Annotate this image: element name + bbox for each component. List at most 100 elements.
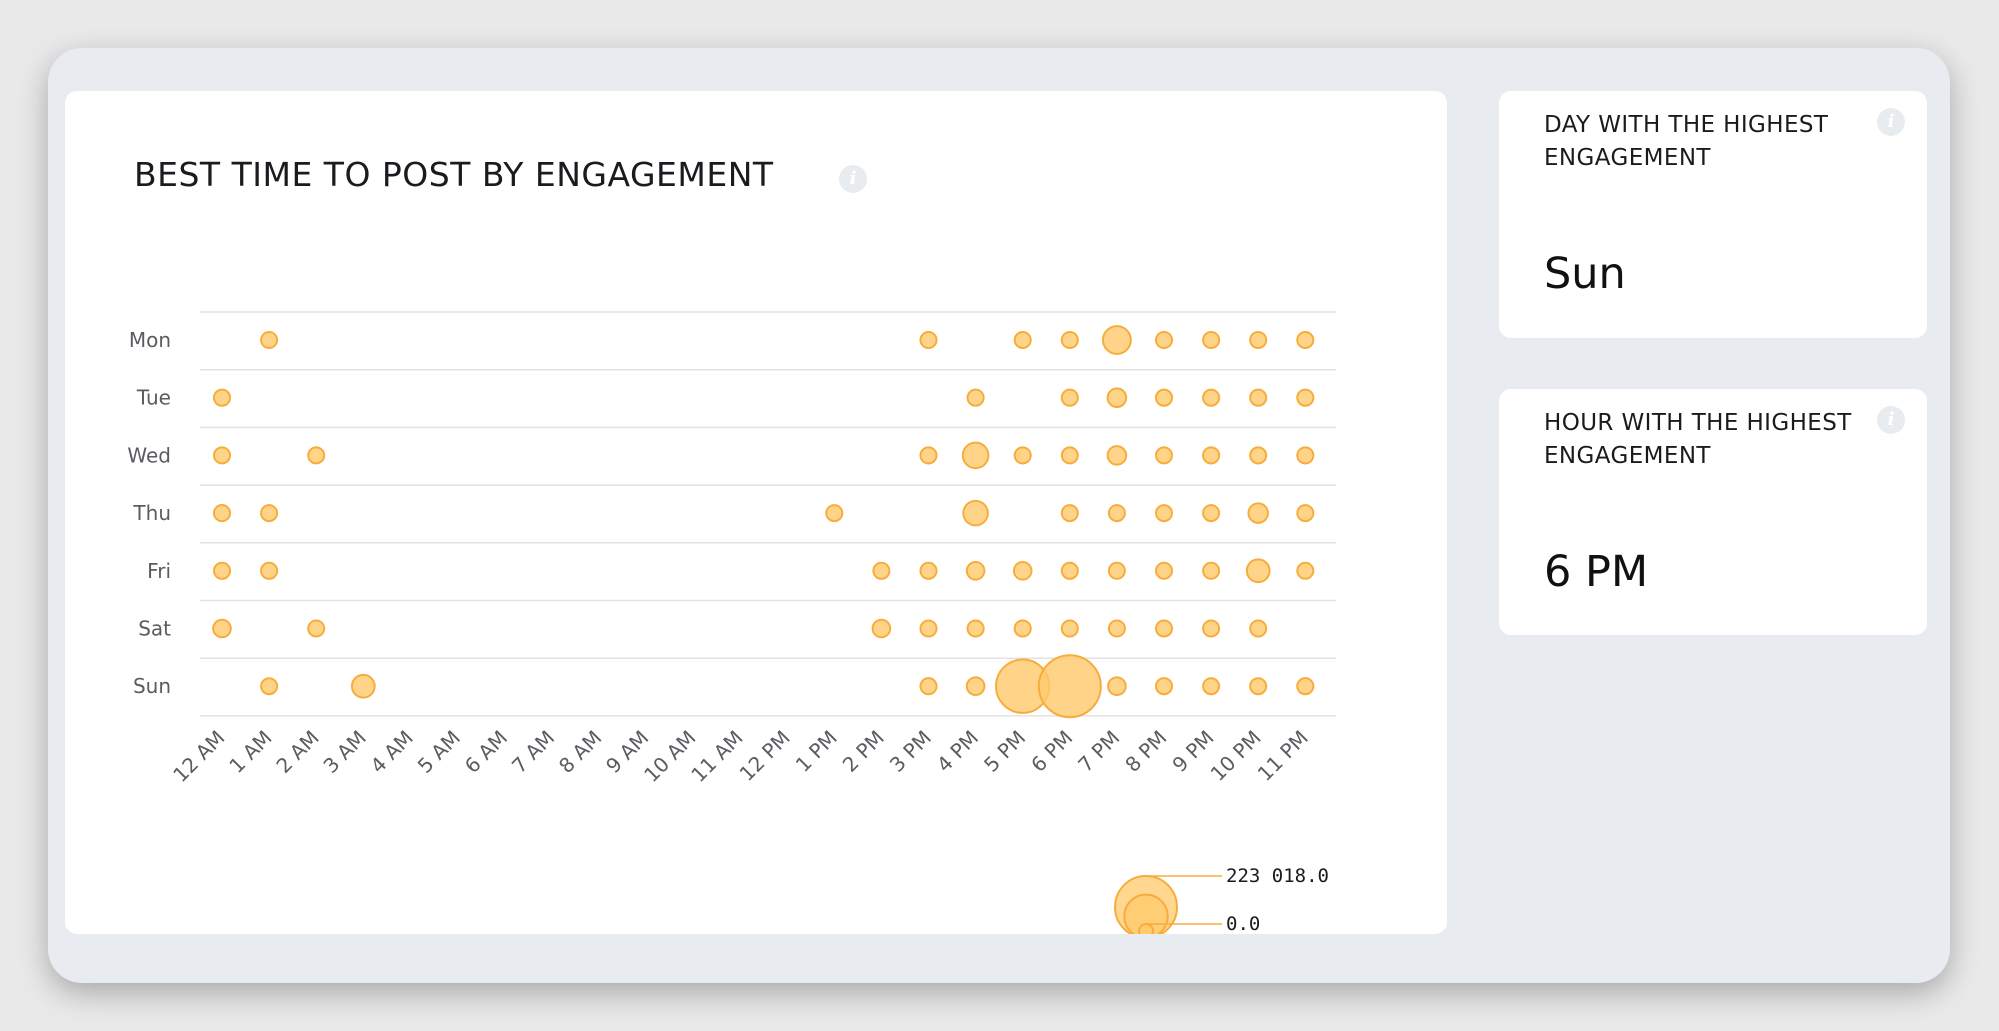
bubble-point [212,388,232,407]
bubble-point [919,446,938,465]
bubble-point [260,504,279,523]
bubble-point [919,330,938,350]
bubble-point [1249,677,1268,696]
x-tick-label: 10 PM [1206,726,1266,786]
bubble-point [1155,619,1173,638]
x-tick-label: 5 PM [979,726,1030,777]
bubble-point [212,618,232,639]
info-icon[interactable]: i [839,165,867,193]
bubble-point [1107,619,1126,638]
x-tick-label: 1 AM [224,726,276,778]
x-tick-label: 8 PM [1120,726,1171,777]
bubble-point [872,561,891,580]
bubble-point [1101,325,1132,355]
bubble-point [1202,619,1221,638]
x-tick-label: 2 AM [271,726,323,778]
bubble-point [966,388,985,407]
info-icon[interactable]: i [1877,108,1905,136]
bubble-point [1296,504,1315,523]
bubble-point [1060,446,1079,465]
bubble-point [1154,677,1174,696]
x-tick-label: 4 AM [366,726,418,778]
bubble-point [1296,677,1315,696]
bubble-point [1013,619,1032,638]
y-tick-label: Fri [147,559,171,583]
chart-card: BEST TIME TO POST BY ENGAGEMENT i Mon Tue… [65,91,1447,934]
bubble-point [1202,504,1221,523]
bubble-point [1154,388,1174,407]
bubble-point [1154,330,1174,350]
bubble-point [1013,446,1032,465]
bubble-point [1107,561,1126,580]
bubble-point [1060,330,1079,350]
bubble-point [1106,445,1128,466]
bubble-point [1060,388,1079,407]
bubble-point [1037,654,1102,719]
x-tick-label: 8 AM [554,726,606,778]
bubble-point [1012,560,1033,581]
y-tick-label: Tue [136,386,171,410]
bubble-point [260,331,279,349]
bubble-point [1107,676,1127,697]
y-tick-label: Sat [138,617,171,641]
x-tick-label: 12 PM [735,726,795,786]
x-tick-label: 6 PM [1026,726,1077,777]
stat-card-day: DAY WITH THE HIGHEST ENGAGEMENT i Sun [1499,91,1927,338]
x-tick-label: 4 PM [932,726,983,777]
bubble-point [1107,504,1126,523]
bubble-point [1249,619,1268,638]
bubble-point [1106,387,1128,408]
y-tick-label: Wed [127,443,171,467]
size-legend-min-label: 0.0 [1226,913,1260,934]
bubble-point [260,561,279,580]
stat-value-hour: 6 PM [1544,547,1649,597]
bubble-point [1247,502,1269,524]
bubble-point [965,560,986,581]
stat-label-hour: HOUR WITH THE HIGHEST ENGAGEMENT [1544,410,1852,469]
bubble-point [965,676,986,697]
x-tick-label: 5 AM [413,726,465,778]
bubble-point [825,504,844,523]
bubble-point [1060,619,1079,638]
x-tick-label: 11 AM [686,726,747,787]
bubble-point [961,441,990,470]
bubble-point [1060,504,1079,523]
bubble-point [1202,677,1221,696]
bubble-point [1249,446,1268,465]
bubble-point [212,504,232,523]
x-tick-label: 6 AM [460,726,512,778]
x-tick-label: 7 PM [1073,726,1124,777]
size-legend-max-label: 223 018.0 [1226,865,1329,887]
bubble-point [1013,330,1032,350]
bubble-point [1249,388,1268,407]
stat-card-hour: HOUR WITH THE HIGHEST ENGAGEMENT i 6 PM [1499,389,1927,635]
bubble-point [213,446,231,465]
size-legend-circle [1138,923,1154,934]
chart-title: BEST TIME TO POST BY ENGAGEMENT [134,155,774,194]
bubble-point [350,673,376,699]
bubble-point [919,677,938,696]
x-tick-label: 2 PM [838,726,889,777]
bubble-point [1296,446,1315,465]
x-tick-label: 1 PM [791,726,842,777]
bubble-point [1155,446,1173,465]
bubble-point [1155,561,1173,580]
bubble-point [1296,561,1315,580]
bubble-point [1060,561,1079,580]
y-tick-label: Thu [132,501,171,525]
bubble-point [962,499,989,527]
x-tick-label: 3 AM [318,726,370,778]
bubble-point [1202,330,1221,350]
bubble-point [260,677,279,696]
x-tick-label: 12 AM [168,726,229,787]
bubble-point [919,561,938,580]
info-icon[interactable]: i [1877,406,1905,434]
bubble-point [919,619,938,638]
x-tick-label: 11 PM [1253,726,1313,786]
stat-value-day: Sun [1544,249,1626,299]
bubble-point [1202,446,1221,465]
bubble-point [1202,561,1221,580]
bubble-point [871,618,892,639]
bubble-point [1296,330,1315,350]
